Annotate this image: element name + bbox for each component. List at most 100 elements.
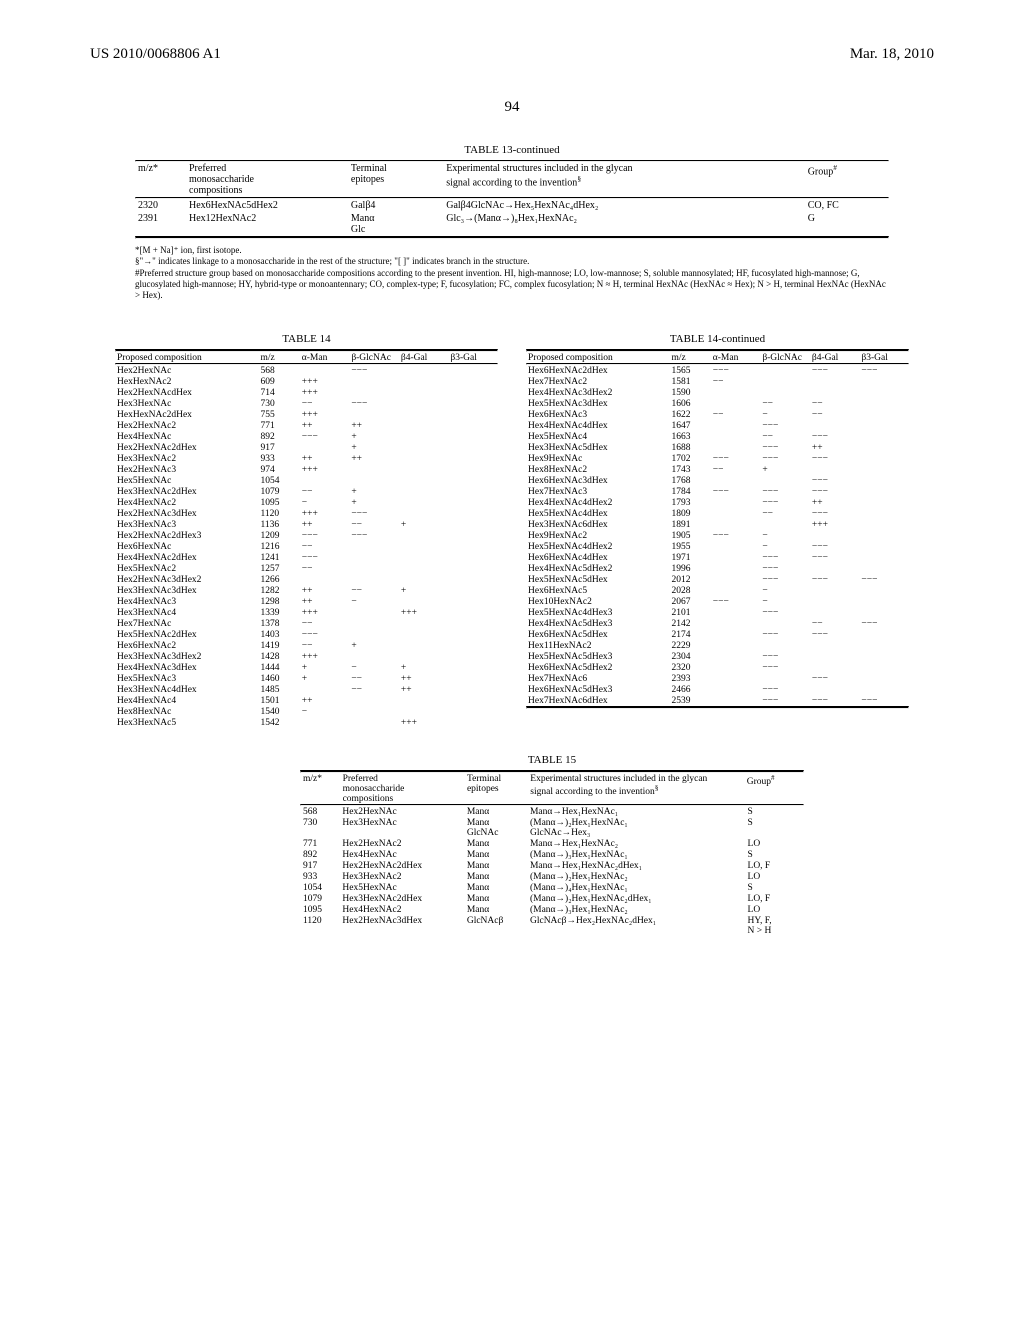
table-row: Hex9HexNAc1702−−−−−−−−− — [526, 453, 909, 464]
table-row: Hex5HexNAc2dHex1403−−− — [115, 629, 498, 640]
table-row: 917Hex2HexNAc2dHexManαManα→Hex₁HexNAc₂dH… — [300, 860, 804, 871]
table-row: HexHexNAc2609+++ — [115, 376, 498, 387]
patent-date: Mar. 18, 2010 — [850, 46, 934, 63]
col-structures: Experimental structures included in the … — [443, 162, 804, 197]
table-row: Hex6HexNAc5dHex32466−−− — [526, 684, 909, 695]
table-row: Hex5HexNAc1054 — [115, 475, 498, 486]
table-row: Hex9HexNAc21905−−−− — [526, 530, 909, 541]
table-row: Hex3HexNAc3dHex21428+++ — [115, 651, 498, 662]
table-row: Hex8HexNAc21743−−+ — [526, 464, 909, 475]
table-15: TABLE 15 m/z* Preferredmonosaccharidecom… — [0, 754, 1024, 936]
col-header: α-Man — [711, 352, 761, 363]
table-row: 771Hex2HexNAc2ManαManα→Hex₁HexNAc₂LO — [300, 838, 804, 849]
table-row: Hex6HexNAc5dHex22320−−− — [526, 662, 909, 673]
table-14-cont-title: TABLE 14-continued — [526, 333, 909, 345]
table-row: Hex2HexNAc3974+++ — [115, 464, 498, 475]
table-row: Hex4HexNAc41501++ — [115, 695, 498, 706]
table-row: Hex3HexNAc4dHex1485−−++ — [115, 684, 498, 695]
col-header: α-Man — [300, 352, 350, 363]
table-row: Hex2HexNAc3dHex21266 — [115, 574, 498, 585]
col-header: β-GlcNAc — [349, 352, 399, 363]
col-header: β-GlcNAc — [760, 352, 810, 363]
table-row: Hex3HexNAc41339++++++ — [115, 607, 498, 618]
table-row: 933Hex3HexNAc2Manα(Manα→)₂Hex₁HexNAc₂LO — [300, 871, 804, 882]
table-row: Hex3HexNAc2dHex1079−−+ — [115, 486, 498, 497]
table-row: Hex2HexNAc2771++++ — [115, 420, 498, 431]
table-row: 2391Hex12HexNAc2ManαGlcGlc₃→(Manα→)₈Hex₁… — [135, 212, 889, 236]
table-13-continued: TABLE 13-continued m/z* Preferredmonosac… — [0, 144, 1024, 301]
table-row: Hex7HexNAc6dHex2539−−−−−−−−− — [526, 695, 909, 706]
table-row: Hex6HexNAc31622−−−−− — [526, 409, 909, 420]
table-row: 1079Hex3HexNAc2dHexManα(Manα→)₂Hex₁HexNA… — [300, 893, 804, 904]
table-row: Hex2HexNAc568−−− — [115, 365, 498, 376]
table-row: 1095Hex4HexNAc2Manα(Manα→)₃Hex₁HexNAc₂LO — [300, 904, 804, 915]
table-row: Hex5HexNAc4dHex1809−−−−− — [526, 508, 909, 519]
col-mz: m/z* — [300, 773, 340, 804]
table-row: 568Hex2HexNAcManαManα→Hex₁HexNAc₁S — [300, 806, 804, 817]
table-row: Hex2HexNAc3dHex1120+++−−− — [115, 508, 498, 519]
col-comp: Preferredmonosaccharidecompositions — [340, 773, 464, 804]
col-epitopes: Terminalepitopes — [348, 162, 443, 197]
col-structures: Experimental structures included in the … — [527, 773, 743, 804]
table-row: Hex4HexNAc4dHex21793−−−++ — [526, 497, 909, 508]
table-14: TABLE 14 Proposed compositionm/zα-Manβ-G… — [0, 329, 1024, 728]
table-row: HexHexNAc2dHex755+++ — [115, 409, 498, 420]
table-row: 1120Hex2HexNAc3dHexGlcNAcβGlcNAcβ→Hex₂He… — [300, 915, 804, 936]
table-row: Hex2HexNAc2dHex917+ — [115, 442, 498, 453]
col-group: Group# — [805, 162, 889, 197]
table-row: Hex4HexNAc4dHex1647−−− — [526, 420, 909, 431]
table-row: Hex4HexNAc2dHex1241−−− — [115, 552, 498, 563]
table-row: Hex8HexNAc1540− — [115, 706, 498, 717]
table-13-title: TABLE 13-continued — [135, 144, 889, 156]
table-row: Hex6HexNAc1216−− — [115, 541, 498, 552]
table-row: Hex4HexNAc21095−+ — [115, 497, 498, 508]
table-row: Hex3HexNAc5dHex1688−−−++ — [526, 442, 909, 453]
table-13-footnotes: *[M + Na]⁺ ion, first isotope.§"→" indic… — [135, 245, 889, 301]
table-row: Hex5HexNAc4dHex32101−−− — [526, 607, 909, 618]
col-header: Proposed composition — [115, 352, 258, 363]
table-row: 730Hex3HexNAcManαGlcNAc(Manα→)₂Hex₁HexNA… — [300, 817, 804, 838]
col-group: Group# — [744, 773, 804, 804]
table-row: Hex4HexNAc5dHex32142−−−−− — [526, 618, 909, 629]
table-row: Hex6HexNAc21419−−+ — [115, 640, 498, 651]
table-row: Hex3HexNAc3dHex1282++−−+ — [115, 585, 498, 596]
table-row: Hex3HexNAc31136++−−+ — [115, 519, 498, 530]
table-row: 892Hex4HexNAcManα(Manα→)₃Hex₁HexNAc₁S — [300, 849, 804, 860]
table-row: Hex10HexNAc22067−−−− — [526, 596, 909, 607]
table-row: Hex4HexNAc3dHex1444+−+ — [115, 662, 498, 673]
col-mz: m/z* — [135, 162, 186, 197]
table-row: Hex4HexNAc5dHex21996−−− — [526, 563, 909, 574]
table-row: Hex7HexNAc21581−− — [526, 376, 909, 387]
table-row: Hex6HexNAc5dHex2174−−−−−− — [526, 629, 909, 640]
col-header: β3-Gal — [448, 352, 498, 363]
table-row: Hex3HexNAc2933++++ — [115, 453, 498, 464]
page-number: 94 — [0, 99, 1024, 116]
table-14-title: TABLE 14 — [115, 333, 498, 345]
table-row: Hex3HexNAc51542+++ — [115, 717, 498, 728]
table-row: Hex5HexNAc5dHex32304−−− — [526, 651, 909, 662]
table-row: Hex5HexNAc41663−−−−− — [526, 431, 909, 442]
col-epitopes: Terminalepitopes — [464, 773, 527, 804]
table-row: Hex5HexNAc5dHex2012−−−−−−−−− — [526, 574, 909, 585]
col-comp: Preferredmonosaccharidecompositions — [186, 162, 348, 197]
table-row: Hex7HexNAc31784−−−−−−−−− — [526, 486, 909, 497]
col-header: β4-Gal — [810, 352, 860, 363]
table-row: Hex7HexNAc1378−− — [115, 618, 498, 629]
table-row: Hex5HexNAc4dHex21955−−−− — [526, 541, 909, 552]
patent-number: US 2010/0068806 A1 — [90, 46, 221, 63]
table-row: Hex4HexNAc31298++− — [115, 596, 498, 607]
table-row: Hex3HexNAc6dHex1891+++ — [526, 519, 909, 530]
table-row: 1054Hex5HexNAcManα(Manα→)₄Hex₁HexNAc₁S — [300, 882, 804, 893]
table-row: Hex2HexNAc2dHex31209−−−−−− — [115, 530, 498, 541]
table-row: Hex2HexNAcdHex714+++ — [115, 387, 498, 398]
col-header: β4-Gal — [399, 352, 449, 363]
table-row: Hex6HexNAc4dHex1971−−−−−− — [526, 552, 909, 563]
table-row: Hex6HexNAc3dHex1768−−− — [526, 475, 909, 486]
table-row: 2320Hex6HexNAc5dHex2Galβ4Galβ4GlcNAc→Hex… — [135, 199, 889, 212]
table-row: Hex11HexNAc22229 — [526, 640, 909, 651]
table-row: Hex5HexNAc3dHex1606−−−− — [526, 398, 909, 409]
table-row: Hex4HexNAc3dHex21590 — [526, 387, 909, 398]
col-header: m/z — [258, 352, 299, 363]
col-header: β3-Gal — [859, 352, 909, 363]
table-row: Hex3HexNAc730−−−−− — [115, 398, 498, 409]
